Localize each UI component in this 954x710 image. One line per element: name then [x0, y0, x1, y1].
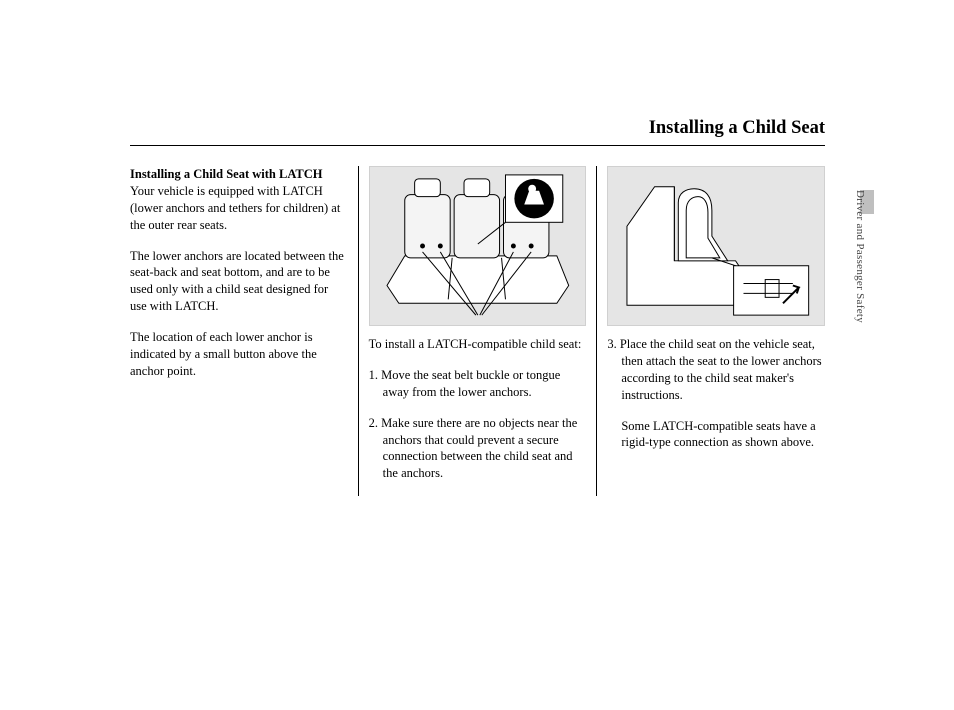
column-2: To install a LATCH-compatible child seat…: [358, 166, 597, 496]
col1-p1: Your vehicle is equipped with LATCH (low…: [130, 184, 340, 232]
step2-num: 2.: [369, 416, 378, 430]
col1-p2: The lower anchors are located between th…: [130, 248, 348, 316]
page-title: Installing a Child Seat: [130, 118, 825, 139]
col2-step1: 1. Move the seat belt buckle or tongue a…: [369, 367, 587, 401]
page-content: Installing a Child Seat Installing a Chi…: [130, 118, 825, 496]
step1-num: 1.: [369, 368, 378, 382]
col3-step3: 3. Place the child seat on the vehicle s…: [607, 336, 825, 404]
col3-p2: Some LATCH-compatible seats have a rigid…: [607, 418, 825, 452]
columns: Installing a Child Seat with LATCH Your …: [130, 166, 825, 496]
col2-intro: To install a LATCH-compatible child seat…: [369, 336, 587, 353]
side-tab: Driver and Passenger Safety: [854, 190, 866, 323]
col1-p3: The location of each lower anchor is ind…: [130, 329, 348, 380]
rear-seat-svg: [370, 167, 586, 325]
column-1: Installing a Child Seat with LATCH Your …: [130, 166, 358, 496]
column-3: 3. Place the child seat on the vehicle s…: [596, 166, 825, 496]
step3-text: Place the child seat on the vehicle seat…: [620, 337, 822, 402]
col2-step2: 2. Make sure there are no objects near t…: [369, 415, 587, 483]
step2-text: Make sure there are no objects near the …: [381, 416, 577, 481]
step1-text: Move the seat belt buckle or tongue away…: [381, 368, 560, 399]
child-seat-svg: [608, 167, 824, 325]
illustration-rear-seat-anchors: [369, 166, 587, 326]
title-row: Installing a Child Seat: [130, 118, 825, 146]
illustration-child-seat-install: [607, 166, 825, 326]
step3-num: 3.: [607, 337, 616, 351]
col1-heading: Installing a Child Seat with LATCH: [130, 167, 323, 181]
col1-block1: Installing a Child Seat with LATCH Your …: [130, 166, 348, 234]
